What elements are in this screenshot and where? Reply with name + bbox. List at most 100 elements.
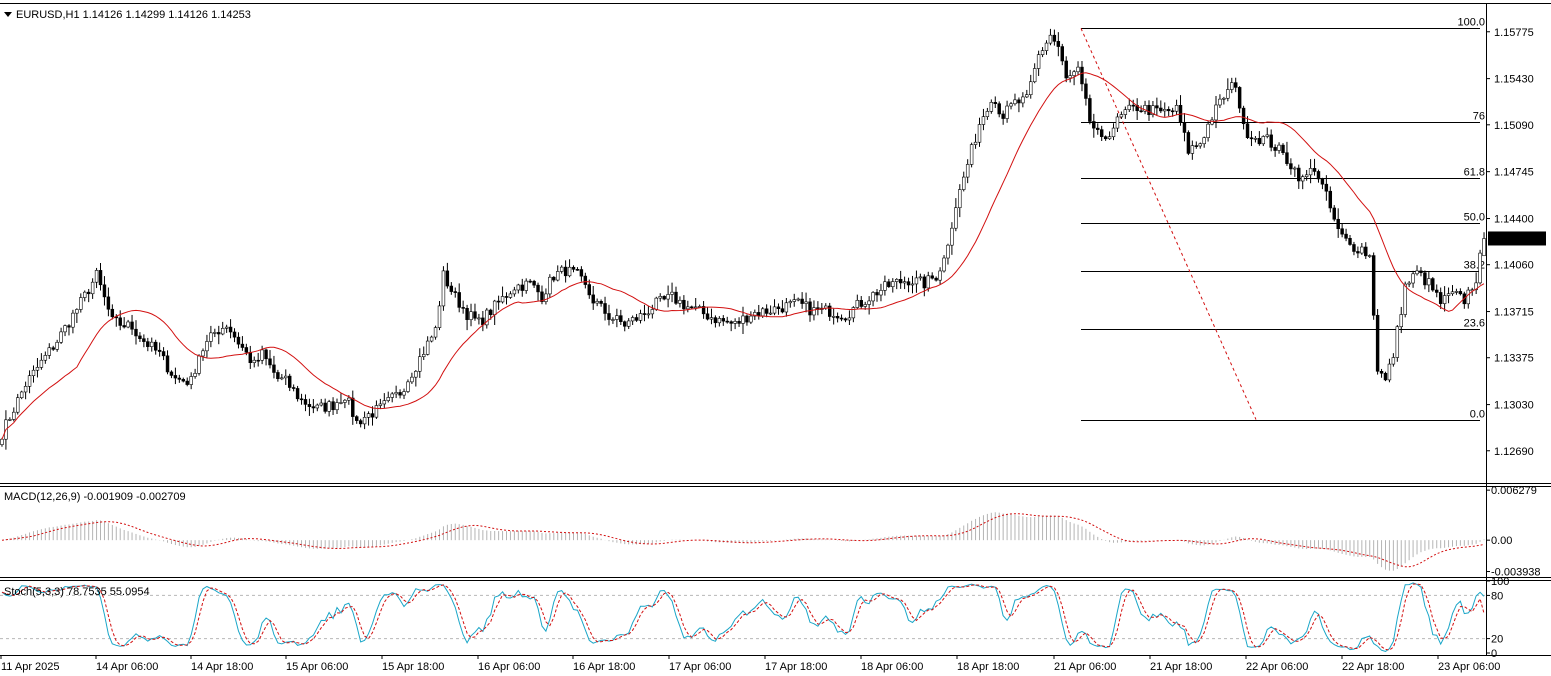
- candle: [1446, 287, 1451, 304]
- candle: [1080, 60, 1084, 92]
- candle-body: [8, 419, 12, 421]
- candle-body: [1040, 50, 1045, 55]
- candle: [764, 304, 769, 318]
- candle-body: [1261, 136, 1266, 145]
- candle: [272, 355, 276, 379]
- candle: [906, 277, 911, 293]
- candle: [796, 297, 800, 302]
- candle-body: [457, 292, 461, 308]
- triangle-down-icon[interactable]: [4, 12, 12, 17]
- candle-body: [351, 397, 355, 417]
- candle: [1139, 105, 1143, 113]
- macd-tick-label: 0.006279: [1491, 485, 1537, 497]
- candle: [705, 307, 710, 321]
- candle-body: [86, 291, 91, 295]
- candle-body: [1170, 110, 1175, 113]
- candle-body: [1218, 98, 1222, 106]
- candle: [1013, 93, 1017, 106]
- candle: [512, 286, 517, 297]
- candle-body: [284, 375, 288, 379]
- candle: [1040, 47, 1045, 58]
- candle-body: [559, 266, 564, 272]
- candle-body: [94, 270, 99, 283]
- time-axis-label: 16 Apr 18:00: [573, 661, 635, 673]
- axes: 1.15775 1.15430 1.15090 1.14745 1.14400 1.140…: [0, 27, 1546, 673]
- candle: [169, 370, 174, 379]
- candle: [1111, 123, 1116, 141]
- candle: [1222, 96, 1226, 105]
- candle-body: [741, 315, 745, 324]
- time-axis-label: 22 Apr 06:00: [1246, 661, 1308, 673]
- candle: [717, 316, 722, 327]
- candle: [374, 400, 379, 419]
- candle: [90, 278, 95, 299]
- candle-body: [753, 312, 757, 317]
- candle-body: [445, 270, 450, 287]
- candle-body: [311, 406, 316, 409]
- candle-body: [1080, 66, 1084, 85]
- candle-body: [757, 312, 761, 317]
- candle: [611, 317, 615, 324]
- candle: [1364, 242, 1368, 259]
- candle-body: [942, 257, 946, 272]
- candle: [1076, 61, 1080, 76]
- candle: [1056, 32, 1061, 57]
- candle: [1218, 94, 1222, 108]
- macd-label: MACD(12,26,9) -0.001909 -0.002709: [4, 491, 186, 503]
- candle: [1304, 169, 1309, 181]
- candle: [1099, 125, 1104, 141]
- candle-body: [1036, 54, 1041, 69]
- candle: [1151, 101, 1155, 118]
- candle-body: [1068, 75, 1072, 79]
- candle: [930, 272, 934, 280]
- candle: [150, 337, 154, 352]
- candle-body: [378, 403, 383, 406]
- candle-body: [1233, 82, 1238, 88]
- candle-body: [1226, 89, 1230, 99]
- candle: [1166, 106, 1171, 117]
- candle: [1427, 271, 1431, 293]
- candle: [1170, 107, 1175, 117]
- candle: [1044, 40, 1049, 55]
- candle-body: [552, 276, 556, 281]
- candle-body: [548, 276, 552, 295]
- candle-body: [973, 141, 978, 145]
- candle-body: [1052, 34, 1057, 42]
- candle-body: [55, 341, 59, 350]
- candle: [678, 296, 682, 308]
- candle-body: [1257, 137, 1262, 145]
- candle-body: [161, 351, 166, 357]
- candle-body: [686, 306, 690, 310]
- candle: [1206, 121, 1210, 142]
- candle-body: [307, 404, 312, 407]
- candle-body: [1435, 289, 1439, 293]
- candle: [808, 298, 812, 322]
- candle-body: [287, 375, 292, 388]
- candle: [287, 373, 292, 392]
- candle: [1383, 371, 1388, 382]
- candle: [950, 222, 954, 255]
- candle: [1312, 158, 1317, 176]
- candle-body: [721, 318, 726, 322]
- candle-body: [1025, 94, 1029, 98]
- candle-body: [437, 305, 442, 328]
- candle-body: [185, 380, 189, 385]
- candle: [1060, 43, 1064, 66]
- candle: [556, 265, 560, 282]
- candle-body: [938, 270, 942, 281]
- candle-body: [504, 296, 509, 298]
- candle-body: [1174, 105, 1179, 112]
- candle: [1356, 246, 1360, 259]
- candle-body: [1399, 314, 1403, 328]
- stoch-tick-label: 100: [1491, 576, 1509, 588]
- candle: [386, 391, 390, 403]
- candle-body: [599, 300, 603, 304]
- candle: [725, 316, 729, 324]
- candle-body: [827, 305, 832, 317]
- candle: [122, 317, 126, 329]
- candle: [1348, 234, 1352, 246]
- candle-body: [477, 317, 481, 320]
- candle-body: [1450, 291, 1455, 295]
- candle: [1119, 111, 1124, 119]
